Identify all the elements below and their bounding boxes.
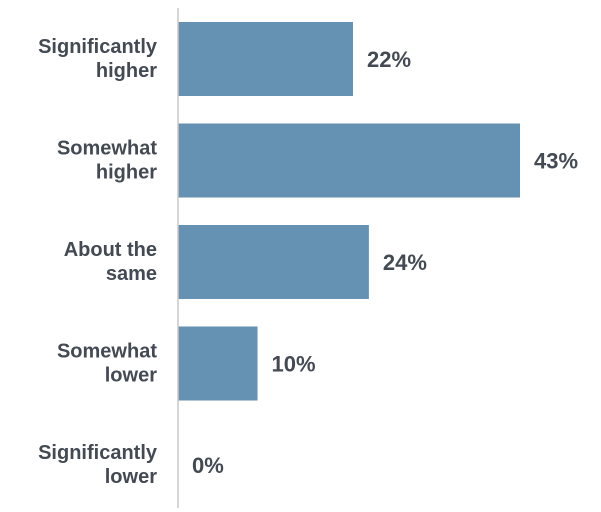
value-labels-group: 22% 43% 24% 10% 0% <box>192 47 578 478</box>
value-label-2: 24% <box>383 250 427 275</box>
category-label-line: lower <box>105 466 157 488</box>
bar-0 <box>178 22 353 96</box>
category-label-2: About the same <box>64 239 157 285</box>
category-label-line: higher <box>96 162 157 184</box>
category-label-line: lower <box>105 365 157 387</box>
category-label-line: Somewhat <box>57 138 157 160</box>
value-label-0: 22% <box>367 47 411 72</box>
value-label-1: 43% <box>534 149 578 174</box>
value-label-3: 10% <box>272 352 316 377</box>
category-label-line: About the <box>64 239 157 261</box>
category-label-line: Significantly <box>38 36 158 58</box>
category-label-3: Somewhat lower <box>57 341 157 387</box>
category-label-line: higher <box>96 60 157 82</box>
value-label-4: 0% <box>192 453 224 478</box>
category-label-line: same <box>106 263 157 285</box>
category-label-4: Significantly lower <box>38 442 158 488</box>
bar-2 <box>178 225 369 299</box>
bar-3 <box>178 326 258 401</box>
category-label-line: Significantly <box>38 442 158 464</box>
bars-group <box>178 22 520 401</box>
category-label-0: Significantly higher <box>38 36 158 82</box>
bar-1 <box>178 123 520 198</box>
category-label-1: Somewhat higher <box>57 138 157 184</box>
category-label-line: Somewhat <box>57 341 157 363</box>
